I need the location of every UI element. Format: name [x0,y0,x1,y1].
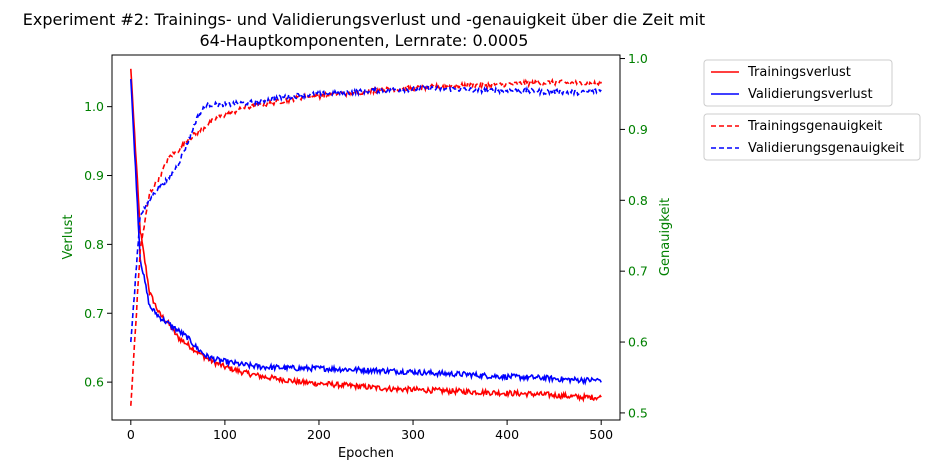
y-right-tick-label: 0.6 [628,335,648,350]
series-line-validierungsverlust [130,79,602,386]
y-axis-label-left: Verlust [61,215,76,260]
legend-label-validierungsverlust: Validierungsverlust [748,87,873,102]
y-right-tick-label: 0.7 [628,264,648,279]
series-line-trainingsverlust [130,68,602,403]
x-tick-label: 200 [307,427,331,442]
series-line-trainingsgenauigkeit [130,77,602,406]
y-left-tick-label: 0.9 [84,168,104,183]
x-tick-label: 100 [213,427,237,442]
x-tick-label: 300 [401,427,425,442]
y-ticks-right: 0.5 0.6 0.7 0.8 0.9 1.0 [620,51,648,420]
legend-label-validierungsgenauigkeit: Validierungsgenauigkeit [748,141,904,156]
legend-box-accuracy [703,113,921,161]
series-line-validierungsgenauigkeit [130,84,602,343]
x-tick-label: 400 [495,427,519,442]
x-ticks: 0 100 200 300 400 500 [127,420,613,442]
legend-group-accuracy: Trainingsgenauigkeit Validierungsgenauig… [703,113,921,161]
series-layer [130,68,602,406]
y-ticks-left: 0.6 0.7 0.8 0.9 1.0 [84,99,112,390]
y-left-tick-label: 0.7 [84,306,104,321]
y-right-tick-label: 0.8 [628,193,648,208]
y-right-tick-label: 0.9 [628,122,648,137]
x-tick-label: 0 [127,427,135,442]
legend-group-loss: Trainingsverlust Validierungsverlust [703,59,893,107]
y-left-tick-label: 1.0 [84,99,104,114]
plot-frame [111,54,621,421]
chart-title-line2: 64-Hauptkomponenten, Lernrate: 0.0005 [200,31,529,50]
legend-box-loss [703,59,893,107]
y-right-tick-label: 0.5 [628,405,648,420]
y-left-tick-label: 0.8 [84,237,104,252]
x-tick-label: 500 [589,427,613,442]
x-axis-label: Epochen [338,446,394,461]
chart-title-line1: Experiment #2: Trainings- und Validierun… [23,10,705,29]
y-left-tick-label: 0.6 [84,375,104,390]
legend-label-trainingsgenauigkeit: Trainingsgenauigkeit [747,119,882,134]
y-right-tick-label: 1.0 [628,51,648,66]
y-axis-label-right: Genauigkeit [658,198,673,276]
legend-label-trainingsverlust: Trainingsverlust [747,65,851,80]
